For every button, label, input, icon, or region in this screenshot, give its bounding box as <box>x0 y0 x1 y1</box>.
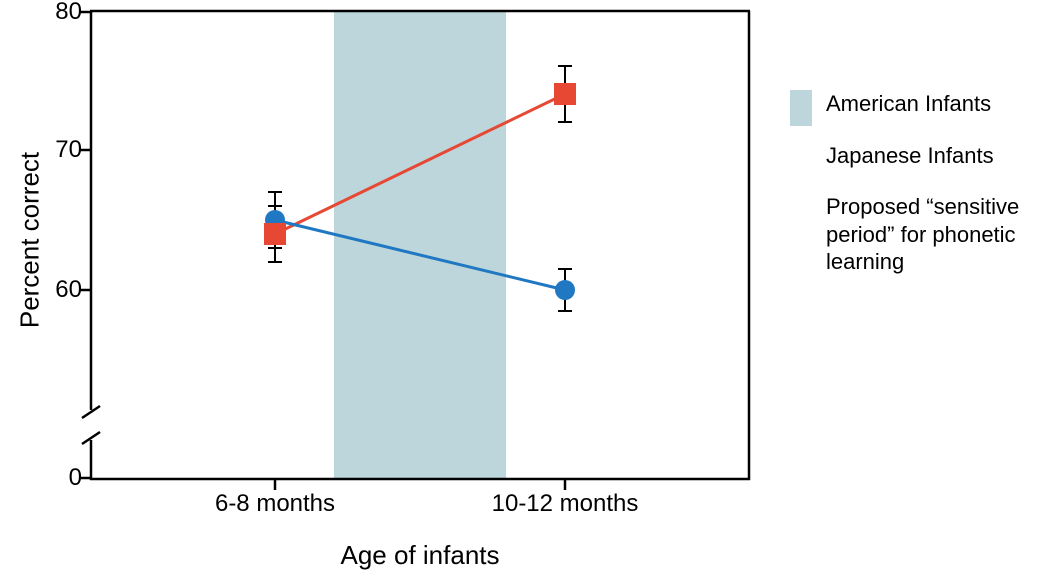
data-point-american <box>554 83 576 105</box>
data-point-japanese <box>555 280 575 300</box>
plot-svg <box>0 0 1050 579</box>
sensitive-period-band <box>334 12 506 478</box>
chart-container: Percent correct Age of infants 80 70 60 … <box>0 0 1050 579</box>
data-point-american <box>264 223 286 245</box>
